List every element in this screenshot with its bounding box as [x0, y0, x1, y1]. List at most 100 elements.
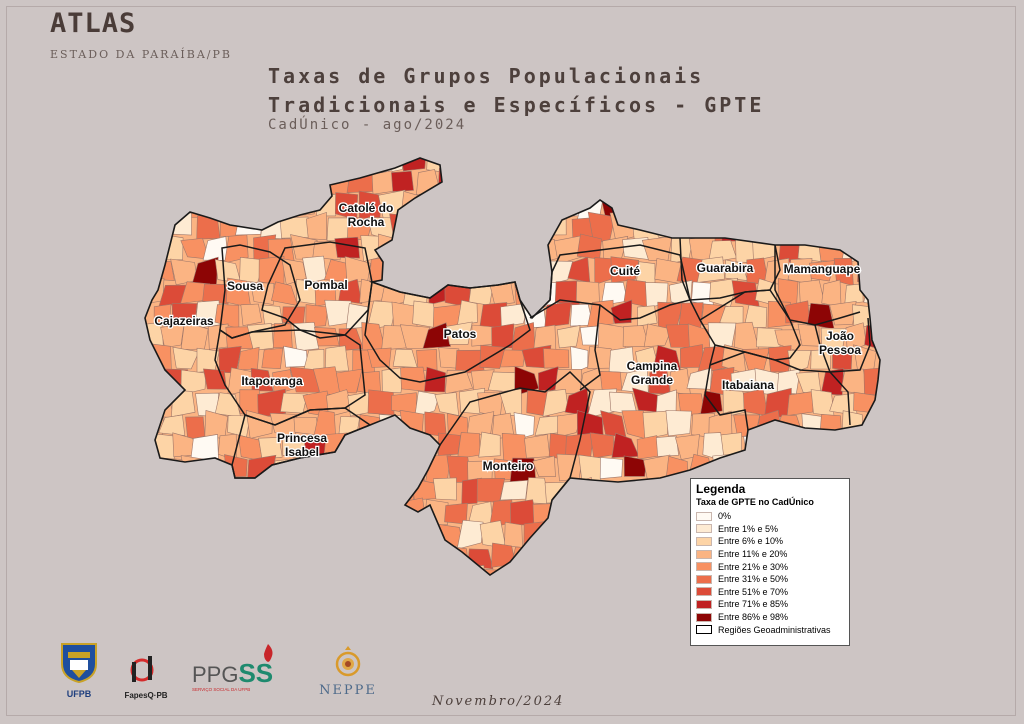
- municipality-shape: [335, 158, 362, 174]
- legend-class-row: Entre 71% e 85%: [696, 598, 844, 611]
- municipality-shape: [652, 168, 678, 195]
- municipality-shape: [477, 213, 503, 238]
- municipality-shape: [402, 542, 430, 570]
- municipality-shape: [654, 478, 681, 505]
- municipality-shape: [159, 190, 186, 219]
- municipality-shape: [885, 323, 912, 350]
- municipality-shape: [610, 256, 640, 284]
- municipality-shape: [500, 302, 529, 327]
- municipality-shape: [272, 369, 295, 395]
- municipality-shape: [226, 158, 254, 175]
- municipality-shape: [821, 279, 842, 308]
- municipality-shape: [599, 370, 623, 391]
- municipality-shape: [856, 261, 880, 285]
- municipality-shape: [861, 546, 880, 571]
- municipality-shape: [444, 369, 474, 395]
- municipality-shape: [424, 411, 447, 438]
- municipality-shape: [257, 388, 286, 419]
- municipality-shape: [499, 349, 526, 368]
- municipality-shape: [620, 500, 651, 527]
- municipality-shape: [888, 192, 909, 219]
- municipality-shape: [379, 500, 406, 524]
- municipality-shape: [565, 432, 594, 459]
- municipality-shape: [570, 569, 594, 575]
- municipality-shape: [889, 146, 910, 174]
- municipality-shape: [790, 171, 813, 192]
- municipality-shape: [455, 169, 486, 195]
- municipality-shape: [469, 190, 491, 220]
- region-label: Cuité: [610, 264, 640, 278]
- municipality-shape: [312, 498, 339, 526]
- municipality-shape: [228, 193, 254, 216]
- municipality-shape: [292, 455, 318, 481]
- municipality-shape: [283, 565, 305, 575]
- municipality-shape: [542, 523, 572, 550]
- municipality-shape: [587, 299, 614, 328]
- municipality-shape: [202, 195, 228, 219]
- municipality-shape: [335, 501, 364, 522]
- municipality-shape: [145, 371, 164, 395]
- municipality-shape: [763, 168, 793, 197]
- municipality-shape: [347, 520, 374, 546]
- municipality-shape: [810, 348, 831, 370]
- municipality-shape: [171, 476, 194, 506]
- legend-title: Legenda: [696, 482, 746, 496]
- legend-swatch: [696, 612, 712, 622]
- municipality-shape: [611, 168, 635, 192]
- region-label: Princesa Isabel: [277, 431, 327, 459]
- municipality-shape: [230, 544, 253, 570]
- municipality-shape: [182, 158, 204, 176]
- municipality-shape: [631, 565, 657, 575]
- municipality-shape: [610, 568, 634, 575]
- municipality-shape: [273, 190, 298, 221]
- municipality-shape: [599, 457, 623, 480]
- municipality-shape: [468, 277, 494, 306]
- municipality-shape: [902, 564, 922, 591]
- municipality-shape: [828, 214, 855, 239]
- legend-swatch: [696, 587, 712, 597]
- municipality-shape: [201, 158, 230, 177]
- municipality-shape: [250, 500, 277, 525]
- municipality-shape: [414, 215, 441, 237]
- municipality-shape: [278, 519, 307, 551]
- municipality-shape: [476, 256, 505, 283]
- municipality-shape: [324, 345, 349, 373]
- municipality-shape: [367, 521, 398, 549]
- municipality-shape: [301, 167, 330, 194]
- municipality-shape: [713, 190, 735, 217]
- legend: Legenda Taxa de GPTE no CadÚnico 0% Entre…: [690, 478, 850, 646]
- ppgss-flame-icon: [264, 644, 273, 662]
- region-labels: Catolé do Rocha Sousa Pombal Cajazeiras Patos…: [153, 200, 863, 475]
- municipality-shape: [145, 545, 166, 571]
- municipality-shape: [325, 480, 352, 506]
- region-boundaries: [214, 237, 871, 501]
- municipality-shape: [390, 565, 416, 575]
- neppe-sun-icon: [335, 646, 361, 677]
- municipality-shape: [437, 213, 456, 239]
- municipality-shape: [752, 158, 782, 173]
- municipality-shape: [292, 158, 320, 177]
- municipality-shape: [863, 412, 880, 440]
- municipality-shape: [145, 500, 163, 527]
- municipality-shape: [445, 546, 469, 569]
- municipality-shape: [609, 519, 636, 550]
- atlas-subheading: ESTADO DA PARAÍBA/PB: [50, 48, 232, 61]
- municipality-shape: [642, 158, 670, 176]
- municipality-shape: [631, 212, 661, 240]
- region-label: Sousa: [227, 279, 263, 293]
- municipality-shape: [192, 168, 216, 194]
- municipality-shape: [852, 564, 879, 575]
- legend-swatch: [696, 511, 712, 521]
- region-label: Patos: [444, 327, 477, 341]
- municipality-shape: [158, 543, 188, 571]
- municipality-shape: [897, 478, 925, 504]
- municipality-shape: [146, 213, 172, 243]
- municipality-shape: [681, 216, 703, 237]
- municipality-shape: [887, 502, 913, 524]
- fapesq-mark-icon: [130, 656, 154, 682]
- legend-boundary-swatch: [696, 625, 712, 635]
- municipality-shape: [150, 569, 175, 575]
- municipality-shape: [405, 236, 430, 261]
- municipality-shape: [499, 568, 528, 575]
- municipality-shape: [447, 190, 472, 217]
